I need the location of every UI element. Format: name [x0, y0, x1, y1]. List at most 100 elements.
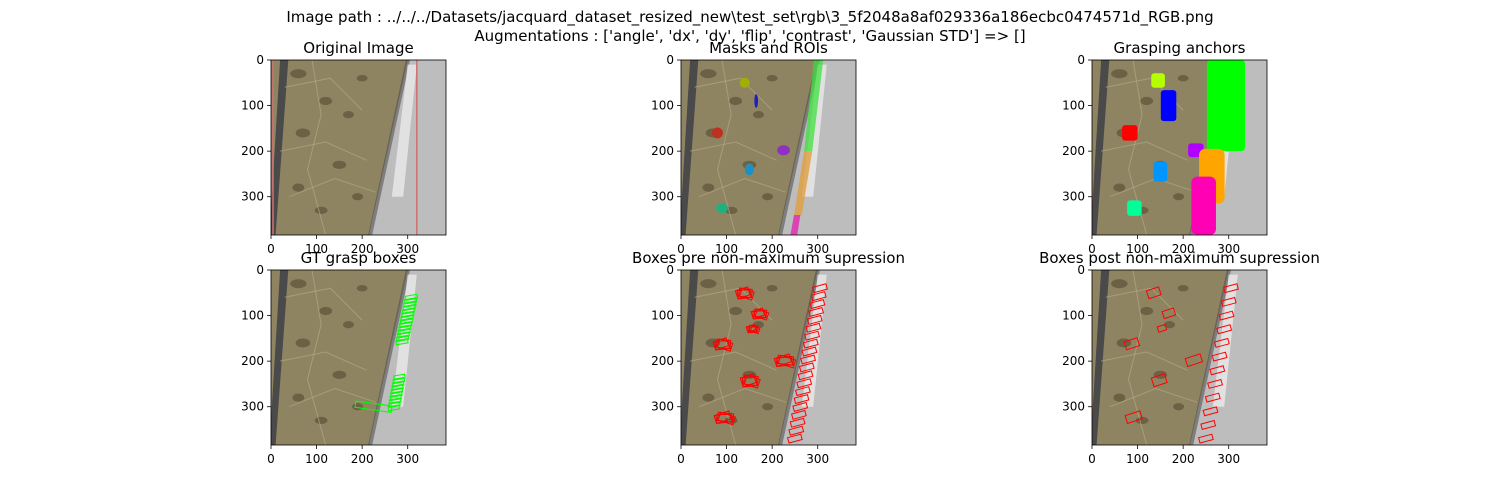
mask-bar-orange: [794, 151, 813, 215]
pred-box: [788, 425, 805, 436]
gt-box: [403, 300, 417, 308]
scene-image: [1092, 270, 1267, 445]
x-tick-label: 0: [1088, 242, 1096, 256]
wall-object: [391, 64, 417, 197]
y-tick-label: 100: [241, 309, 264, 323]
pred-box: [786, 433, 803, 444]
pred-box: [789, 417, 806, 428]
x-tick-label: 300: [396, 452, 419, 466]
pred-box: [790, 409, 807, 420]
y-tick-label: 100: [651, 309, 674, 323]
stone-crack: [280, 351, 367, 371]
pred-box: [743, 374, 759, 387]
stone-crack: [306, 60, 327, 235]
suptitle-line-1: Image path : ../../../Datasets/jacquard_…: [286, 8, 1213, 27]
pred-box: [743, 374, 761, 389]
gt-box: [400, 310, 415, 319]
scene-image: [1092, 60, 1267, 235]
pred-box: [738, 287, 753, 299]
x-tick-label: 200: [1172, 242, 1195, 256]
stone-spot: [1177, 75, 1189, 82]
gt-box: [387, 404, 401, 412]
gt-box: [391, 380, 405, 388]
y-tick-label: 0: [666, 263, 674, 277]
pred-box: [794, 386, 811, 397]
suptitle-line-2: Augmentations : ['angle', 'dx', 'dy', 'f…: [474, 27, 1025, 45]
anchor-magenta: [1191, 176, 1216, 235]
x-tick-label: 200: [761, 242, 784, 256]
y-tick-label: 200: [1062, 354, 1085, 368]
pred-box: [808, 306, 825, 318]
y-tick-label: 100: [1062, 309, 1085, 323]
gt-box: [395, 334, 410, 342]
axes-frame: [1091, 269, 1268, 446]
stone-spot: [295, 128, 311, 138]
mask-blob: [711, 127, 723, 139]
gt-box: [392, 376, 406, 385]
stone-spot: [343, 321, 354, 329]
scene-edge: [271, 60, 289, 235]
stone-crack: [1110, 387, 1197, 408]
panel-title: Grasping anchors: [1114, 39, 1246, 57]
stone-spot: [290, 279, 307, 289]
y-tick-label: 300: [1062, 400, 1085, 414]
axes-frame: [1091, 59, 1268, 236]
pred-box: [1184, 353, 1204, 368]
y-tick-label: 300: [241, 190, 264, 204]
axes-frame: [680, 59, 857, 236]
mask-bar-green: [804, 60, 824, 152]
stone-spot: [1173, 403, 1185, 411]
pred-box: [1209, 365, 1226, 376]
scene-edge: [1092, 270, 1110, 445]
gt-box: [398, 321, 413, 329]
x-tick-label: 100: [1126, 452, 1149, 466]
y-tick-label: 200: [1062, 144, 1085, 158]
pred-box: [1204, 392, 1221, 403]
axes-frame: [680, 269, 857, 446]
y-tick-label: 200: [651, 144, 674, 158]
stone-crack: [289, 177, 376, 198]
stone-spot: [1111, 69, 1128, 79]
scene-edge: [681, 270, 699, 445]
pred-box: [754, 308, 770, 321]
stone-spot: [319, 96, 333, 106]
pred-box: [797, 370, 814, 381]
gt-box: [354, 400, 393, 413]
stone-spot: [700, 279, 717, 289]
stone-spot: [292, 393, 305, 402]
gt-box: [403, 297, 418, 305]
stone-spot: [1111, 279, 1128, 289]
stone-crack: [289, 387, 376, 408]
anchor-green: [1206, 60, 1246, 152]
gt-box: [390, 387, 404, 395]
y-tick-label: 0: [256, 53, 264, 67]
stone-spot: [762, 403, 774, 411]
wall-object: [1212, 274, 1238, 407]
stone-spot: [290, 69, 307, 79]
x-tick-label: 300: [806, 242, 829, 256]
gt-box: [400, 314, 414, 322]
stone-spot: [314, 416, 328, 425]
pred-box: [753, 308, 768, 319]
stone-spot: [762, 193, 774, 201]
pred-box: [1156, 323, 1168, 333]
stone-spot: [729, 306, 743, 316]
pred-box: [793, 393, 810, 405]
x-tick-label: 100: [715, 452, 738, 466]
x-tick-label: 0: [267, 242, 275, 256]
stone-spot: [729, 96, 743, 106]
panel-title: Boxes post non-maximum supression: [1039, 249, 1320, 267]
stone-spot: [1177, 285, 1189, 292]
pred-box: [776, 354, 795, 366]
panel-original-image: Original Image 0 100 200 300 0 100 200 300: [241, 39, 447, 256]
stone-spot: [1173, 193, 1185, 201]
pred-box: [809, 298, 826, 310]
pred-box: [806, 314, 823, 325]
stone-spot: [292, 183, 305, 192]
gt-box: [395, 338, 409, 346]
x-tick-label: 100: [305, 452, 328, 466]
x-tick-label: 0: [267, 452, 275, 466]
pred-box: [748, 324, 759, 333]
panel-gt-grasp-boxes: GT grasp boxes 0 100 200 300 0 100 200 300: [241, 249, 447, 466]
gt-box: [388, 397, 402, 405]
